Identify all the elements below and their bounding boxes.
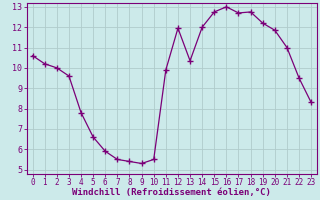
X-axis label: Windchill (Refroidissement éolien,°C): Windchill (Refroidissement éolien,°C) (72, 188, 271, 197)
